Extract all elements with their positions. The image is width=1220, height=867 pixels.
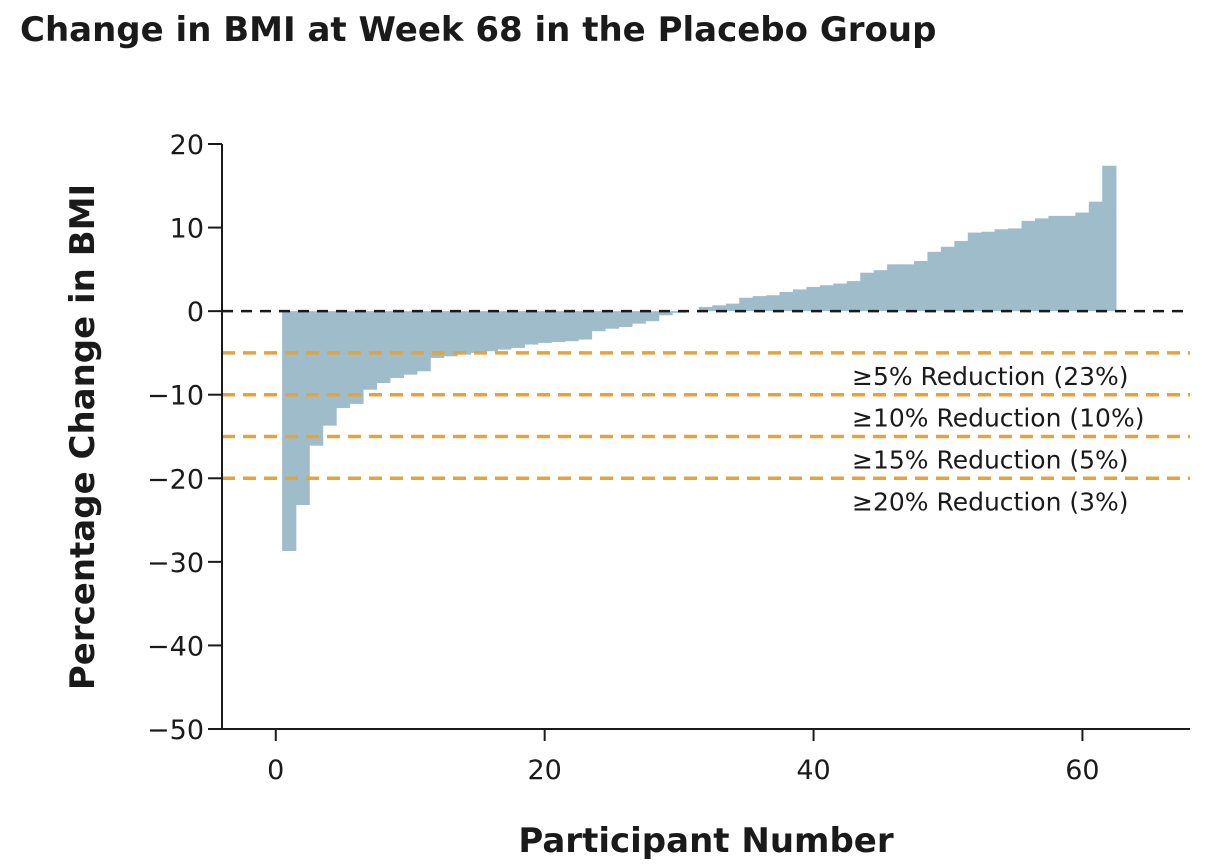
bar-participant-21 [550,311,566,343]
bar-participant-45 [873,270,888,312]
threshold-label-5: ≥5% Reduction (23%) [852,362,1129,391]
bar-participant-61 [1088,201,1104,312]
bar-participant-44 [860,272,875,312]
y-tick-label-6: −40 [147,631,204,662]
bar-participant-52 [967,232,983,312]
bar-participant-22 [564,311,579,342]
bar-participant-37 [766,295,781,312]
bar-participant-27 [631,311,646,324]
bar-participant-62 [1102,165,1117,312]
bar-participant-60 [1075,212,1090,312]
bar-participant-12 [429,311,445,358]
bar-participant-59 [1061,215,1077,312]
bar-participant-7 [362,311,378,390]
bar-participant-39 [792,289,808,312]
y-axis-title: Percentage Change in BMI [63,184,103,690]
x-tick-label-2: 40 [796,755,830,786]
bar-participant-56 [1021,220,1036,312]
bar-participant-23 [577,311,593,340]
bar-participant-17 [497,311,512,350]
bar-participant-49 [927,251,942,312]
bar-participant-14 [456,311,472,355]
bar-participant-58 [1048,215,1063,312]
bar-participant-33 [712,305,727,312]
bar-participant-18 [510,311,525,348]
bar-participant-20 [537,311,552,343]
bar-participant-53 [981,231,996,312]
threshold-label-10: ≥10% Reduction (10%) [852,404,1144,433]
bar-participant-47 [900,264,915,312]
bar-participant-41 [819,285,835,312]
x-tick-label-0: 0 [267,755,284,786]
bar-participant-36 [752,296,767,312]
threshold-label-15: ≥15% Reduction (5%) [852,446,1129,475]
bar-participant-54 [994,229,1009,312]
bar-participant-43 [846,281,862,312]
bar-participant-26 [618,311,633,328]
bar-participant-10 [403,311,418,375]
y-tick-label-4: −20 [147,464,204,495]
y-tick-label-7: −50 [147,715,204,746]
reference-lines-layer [222,309,1190,481]
bar-participant-55 [1008,228,1023,312]
bar-participant-29 [658,311,673,316]
bar-participant-6 [349,311,364,404]
y-tick-label-3: −10 [147,381,204,412]
y-tick-label-2: 0 [187,297,204,328]
labels-layer: ≥5% Reduction (23%) ≥10% Reduction (10%) ≥… [147,130,1144,786]
bar-participant-25 [604,311,620,329]
y-tick-label-1: 10 [170,214,204,245]
bars-layer [282,165,1117,551]
bar-participant-50 [940,246,956,312]
bar-participant-13 [443,311,458,357]
bar-participant-9 [389,311,404,378]
bar-participant-2 [295,311,310,506]
x-tick-label-3: 60 [1065,755,1099,786]
bar-participant-3 [308,311,324,446]
y-tick-label-0: 20 [170,130,204,161]
bar-participant-16 [483,311,499,352]
bar-participant-5 [335,311,351,409]
threshold-label-20: ≥20% Reduction (3%) [852,487,1129,516]
bar-participant-51 [954,240,969,312]
bar-participant-42 [833,283,848,312]
y-tick-label-5: −30 [147,548,204,579]
bar-participant-1 [282,311,297,551]
bar-participant-38 [779,291,794,312]
bar-participant-48 [913,261,929,312]
bar-participant-19 [524,311,539,345]
bar-participant-4 [322,311,337,426]
bar-participant-32 [698,306,714,312]
bar-participant-57 [1034,218,1050,312]
bar-participant-40 [806,286,821,312]
axes-layer [208,143,1190,741]
bar-participant-34 [725,303,741,312]
bar-participant-15 [470,311,485,353]
x-tick-label-1: 20 [527,755,561,786]
page-title: Change in BMI at Week 68 in the Placebo … [20,10,937,50]
bar-participant-35 [739,297,754,312]
x-axis-title: Participant Number [518,821,893,861]
bar-participant-28 [645,311,660,322]
bar-participant-11 [416,311,431,372]
bar-participant-8 [376,311,391,384]
bar-participant-24 [591,311,606,332]
bar-participant-46 [887,264,902,312]
